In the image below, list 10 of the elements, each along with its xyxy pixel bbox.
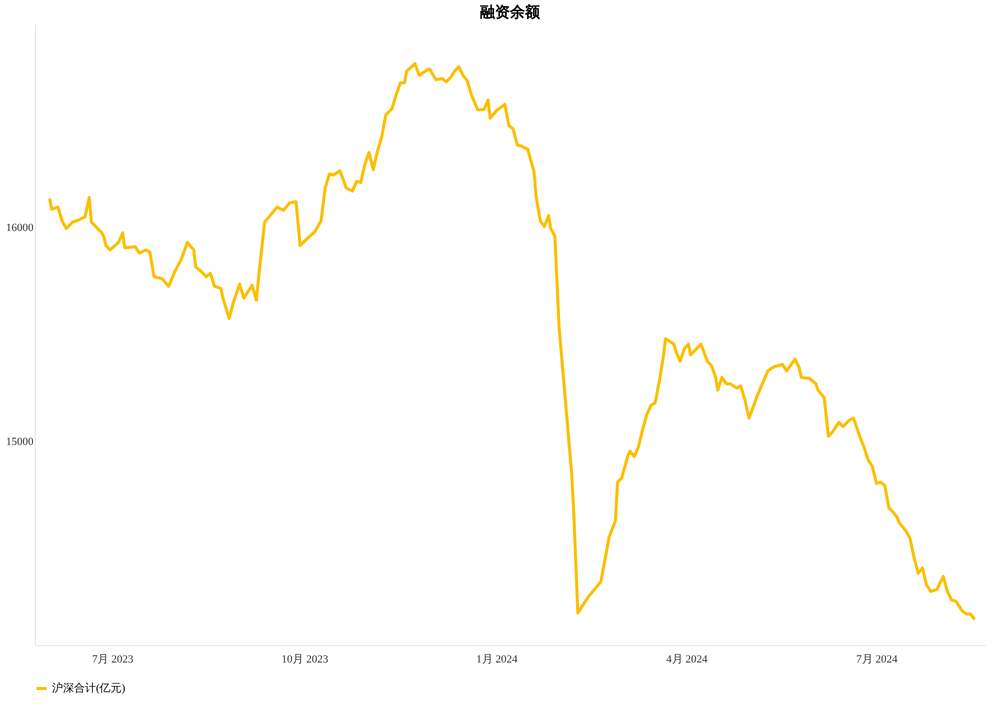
x-tick-label: 7月 2023 [92, 654, 134, 666]
chart-title: 融资余额 [480, 3, 541, 21]
x-tick-label: 1月 2024 [476, 654, 518, 666]
x-tick-label: 7月 2024 [856, 654, 898, 666]
line-series [48, 62, 976, 621]
legend-label: 沪深合计(亿元) [52, 682, 126, 694]
y-tick-label: 15000 [6, 436, 34, 448]
x-tick-label: 4月 2024 [666, 654, 708, 666]
y-tick-label: 16000 [6, 222, 34, 234]
x-tick-label: 10月 2023 [281, 654, 329, 666]
